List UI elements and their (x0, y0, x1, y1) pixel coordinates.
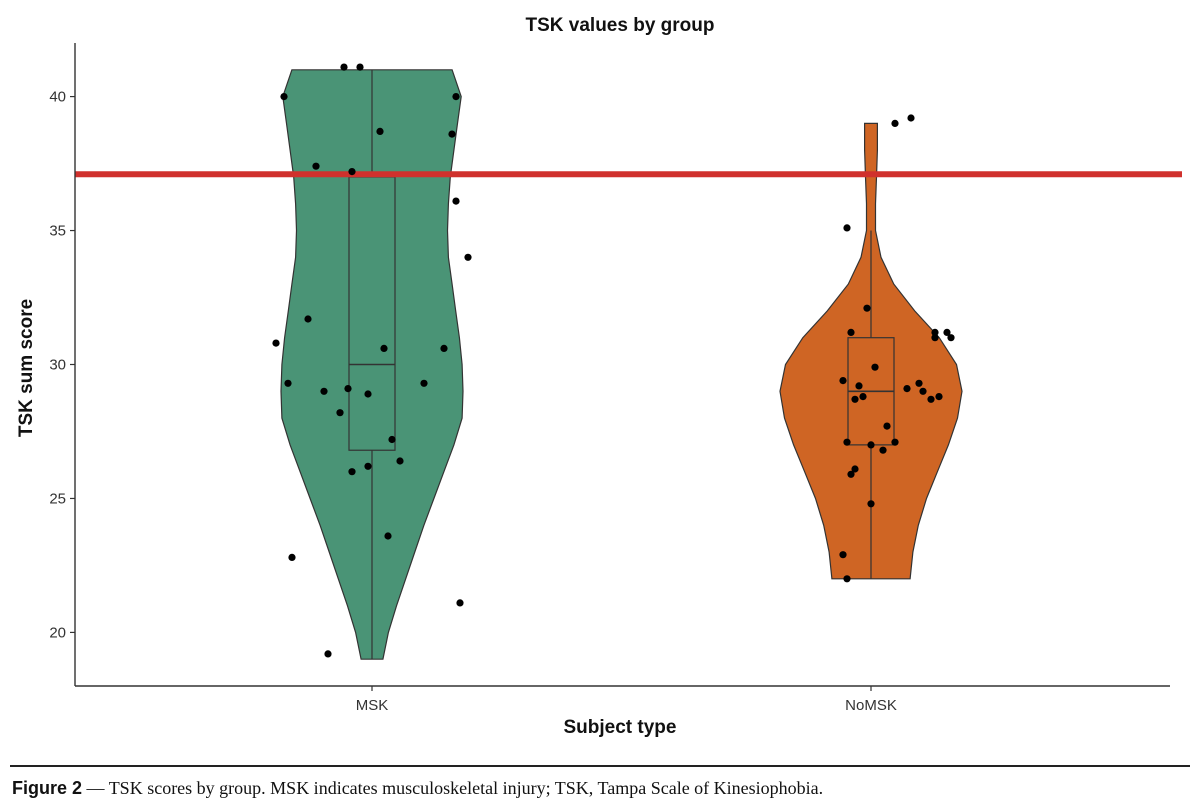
y-tick-label: 35 (49, 223, 66, 240)
data-point-nomsk (883, 422, 891, 430)
data-point-msk (388, 435, 396, 444)
data-point-nomsk (867, 441, 875, 449)
data-point-msk (384, 532, 392, 540)
data-point-nomsk (919, 387, 927, 395)
caption-text: — TSK scores by group. MSK indicates mus… (82, 778, 824, 798)
data-point-msk (280, 93, 288, 101)
data-point-msk (336, 409, 344, 417)
data-point-msk (340, 63, 348, 71)
data-point-msk (272, 339, 280, 347)
data-point-msk (348, 468, 356, 476)
data-point-nomsk (859, 393, 867, 401)
chart-title: TSK values by group (526, 15, 715, 36)
y-axis-ticks: 20 25 30 35 40 (49, 89, 75, 641)
data-point-msk (456, 599, 464, 607)
data-point-msk (320, 387, 328, 395)
data-point-msk (284, 379, 292, 387)
data-point-nomsk (947, 334, 955, 342)
y-tick-label: 40 (49, 89, 66, 106)
data-point-msk (464, 253, 472, 261)
violins-layer (280, 69, 963, 660)
x-axis-ticks: MSK NoMSK (356, 686, 897, 714)
data-point-msk (324, 650, 332, 658)
data-point-nomsk (843, 438, 851, 446)
data-point-msk (452, 93, 460, 101)
y-tick-label: 20 (49, 624, 66, 641)
data-point-nomsk (851, 465, 859, 473)
data-point-nomsk (903, 385, 911, 393)
data-point-msk (364, 462, 372, 470)
data-point-msk (420, 379, 428, 387)
data-point-nomsk (931, 334, 939, 342)
x-tick-label: NoMSK (845, 697, 897, 714)
data-point-nomsk (891, 438, 899, 446)
data-point-nomsk (851, 395, 859, 403)
data-point-msk (312, 162, 320, 170)
data-point-msk (348, 168, 356, 176)
data-point-nomsk (915, 379, 923, 387)
data-point-msk (440, 344, 448, 352)
x-axis-title: Subject type (564, 717, 677, 738)
data-point-nomsk (839, 551, 847, 559)
y-tick-label: 25 (49, 490, 66, 507)
data-point-msk (452, 197, 460, 205)
data-point-nomsk (935, 393, 943, 401)
y-axis-title: TSK sum score (16, 299, 37, 437)
data-point-nomsk (867, 500, 875, 508)
data-point-msk (304, 315, 312, 323)
x-tick-label: MSK (356, 697, 389, 714)
y-tick-label: 30 (49, 357, 66, 374)
data-point-nomsk (891, 119, 899, 127)
data-point-nomsk (927, 395, 935, 403)
data-point-nomsk (931, 328, 939, 336)
data-point-msk (364, 390, 372, 398)
data-point-nomsk (907, 114, 915, 122)
data-point-nomsk (943, 328, 951, 336)
data-point-msk (380, 344, 388, 352)
data-point-nomsk (879, 446, 887, 454)
data-point-nomsk (843, 224, 851, 232)
caption-divider (10, 765, 1190, 767)
data-point-nomsk (855, 382, 863, 390)
data-point-nomsk (863, 304, 871, 312)
data-point-nomsk (847, 328, 855, 336)
data-point-nomsk (839, 377, 847, 385)
data-point-msk (288, 553, 296, 562)
data-point-nomsk (847, 470, 855, 478)
violin-nomsk (779, 122, 963, 580)
data-point-nomsk (843, 575, 851, 583)
data-point-msk (376, 127, 384, 135)
data-point-msk (448, 130, 456, 138)
points-layer (272, 63, 955, 658)
figure-caption: Figure 2 — TSK scores by group. MSK indi… (12, 778, 823, 799)
data-point-nomsk (871, 363, 879, 371)
data-point-msk (396, 457, 404, 465)
data-point-msk (356, 63, 364, 71)
caption-label: Figure 2 (12, 778, 83, 798)
data-point-msk (344, 385, 352, 393)
